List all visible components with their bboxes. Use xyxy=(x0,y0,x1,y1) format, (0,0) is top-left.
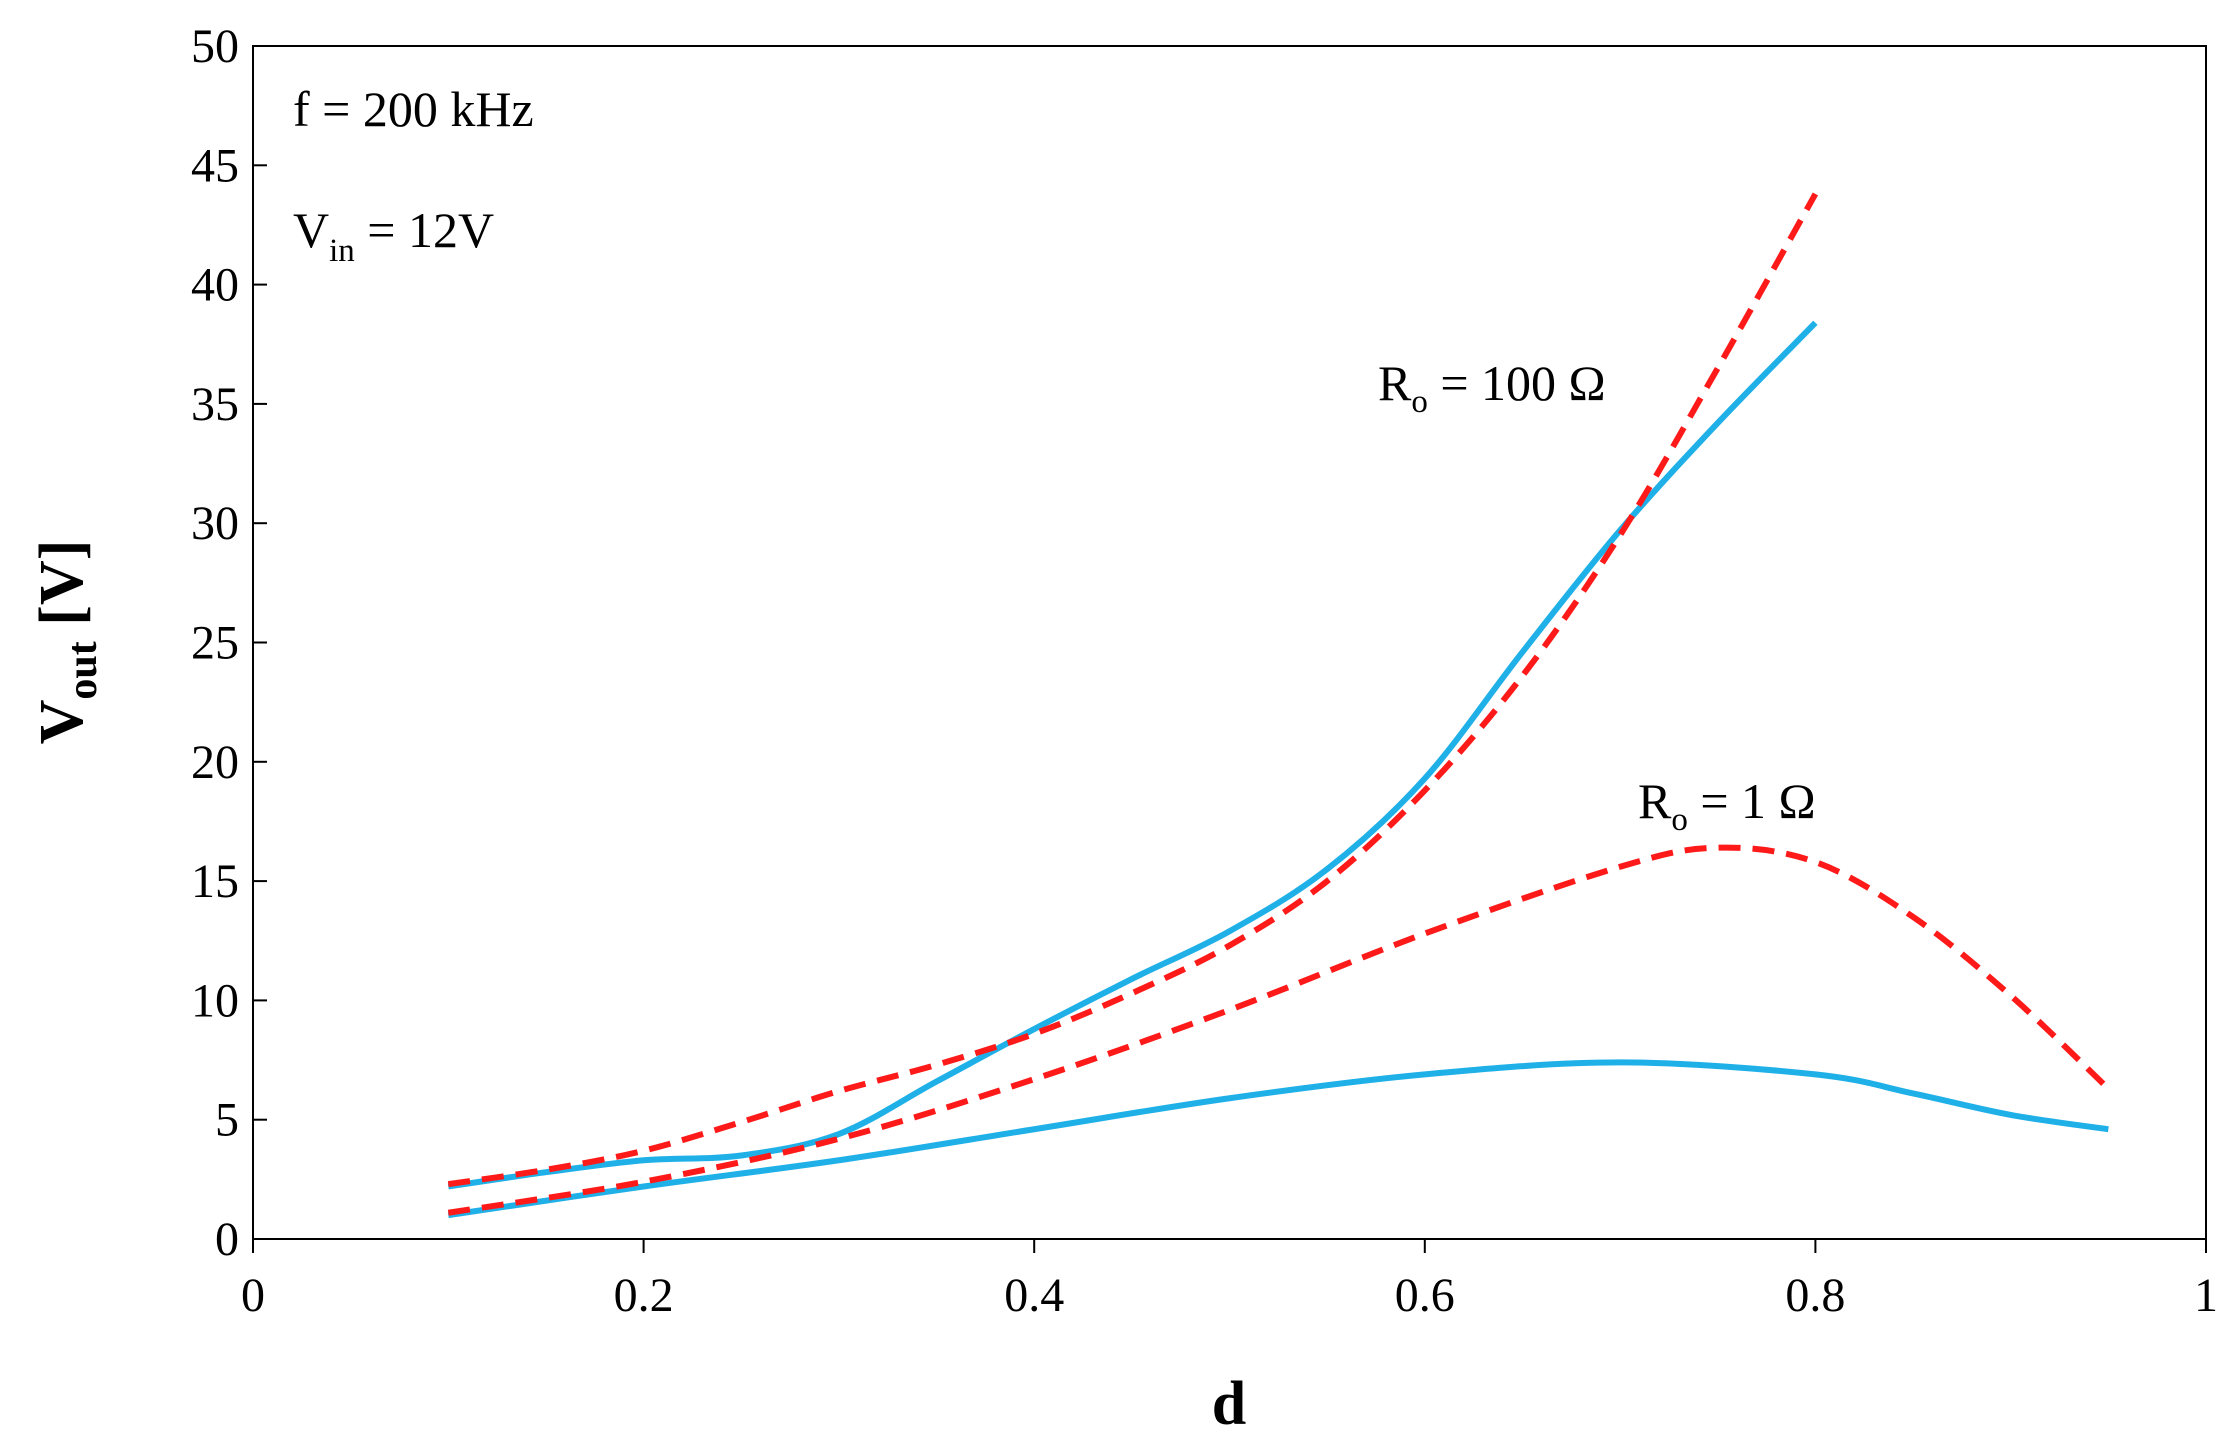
annotation-vin-main: V xyxy=(293,202,329,258)
annotation-ro-1-main: R xyxy=(1638,773,1672,829)
annotation-ro-1: Ro = 1 Ω xyxy=(1638,773,1816,838)
x-tick-label: 0.8 xyxy=(1785,1269,1845,1322)
y-tick-label: 35 xyxy=(191,378,239,431)
y-tick-label: 25 xyxy=(191,617,239,670)
y-tick-label: 5 xyxy=(215,1094,239,1147)
y-axis-title-main: V xyxy=(28,699,96,744)
annotation-vin: Vin = 12V xyxy=(293,202,494,269)
y-tick-label: 45 xyxy=(191,139,239,192)
series-layer xyxy=(447,192,2111,1219)
y-tick-label: 10 xyxy=(191,974,239,1027)
y-tick-label: 40 xyxy=(191,259,239,312)
y-tick-label: 30 xyxy=(191,497,239,550)
annotation-ro-1-rest: = 1 Ω xyxy=(1688,773,1816,829)
x-axis-ticks: 0 0.2 0.4 0.6 0.8 1 xyxy=(241,1239,2218,1322)
x-axis-title: d xyxy=(1212,1370,1246,1438)
series-line-1 xyxy=(447,320,1818,1190)
annotation-ro-100-main: R xyxy=(1378,355,1412,411)
x-tick-label: 0.6 xyxy=(1395,1269,1455,1322)
x-tick-label: 0 xyxy=(241,1269,265,1322)
annotation-frequency: f = 200 kHz xyxy=(293,81,534,137)
y-tick-label: 50 xyxy=(191,20,239,73)
y-axis-title-unit: [V] xyxy=(28,540,96,642)
x-tick-label: 0.2 xyxy=(614,1269,674,1322)
annotation-vin-rest: = 12V xyxy=(355,202,494,258)
annotation-ro-1-sub: o xyxy=(1671,802,1688,838)
y-tick-label: 20 xyxy=(191,736,239,789)
y-axis-ticks: 0 5 10 15 20 25 30 35 40 45 50 xyxy=(191,20,267,1266)
annotation-ro-100-rest: = 100 Ω xyxy=(1428,355,1606,411)
y-axis-title-sub: out xyxy=(60,641,106,699)
series-line-4 xyxy=(447,844,2111,1216)
y-axis-title: Vout [V] xyxy=(28,540,106,745)
y-tick-label: 0 xyxy=(215,1213,239,1266)
series-line-2 xyxy=(447,192,1819,1188)
x-tick-label: 0.4 xyxy=(1004,1269,1064,1322)
annotation-ro-100: Ro = 100 Ω xyxy=(1378,355,1606,420)
y-tick-label: 15 xyxy=(191,855,239,908)
x-tick-label: 1 xyxy=(2194,1269,2218,1322)
annotation-vin-sub: in xyxy=(329,233,355,269)
annotation-ro-100-sub: o xyxy=(1411,384,1428,420)
series-line-3 xyxy=(447,1059,2109,1219)
plot-frame xyxy=(252,45,2207,1240)
